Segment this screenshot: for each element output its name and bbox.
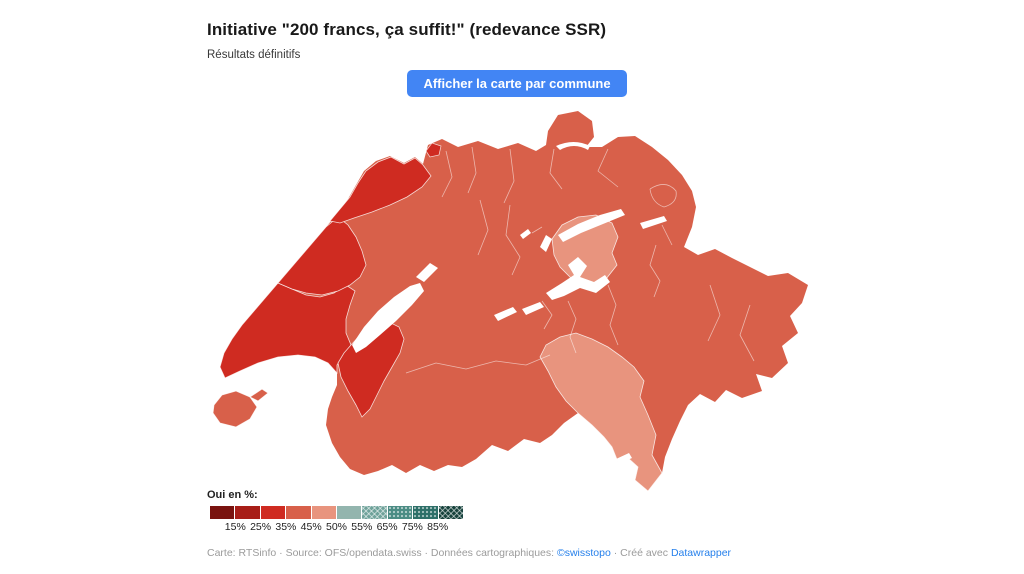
legend-segment (260, 506, 286, 519)
legend-segment (413, 506, 438, 519)
canton-borders (405, 146, 755, 374)
canton-vaud[interactable] (219, 282, 356, 379)
legend-segment (286, 506, 311, 519)
legend-tick-label: 45% (300, 521, 322, 533)
lakes (352, 142, 667, 464)
legend-tick-label: 85% (427, 521, 449, 533)
legend-ticks: 15% 25% 35% 45% 50% 55% 65% 75% 85% (210, 521, 463, 535)
canton-geneve-arm[interactable] (249, 388, 269, 402)
footer-text-2: · Créé avec (610, 547, 671, 559)
legend-segment (387, 506, 413, 519)
legend-segment (235, 506, 260, 519)
legend-segment (210, 506, 235, 519)
canton-neuchatel[interactable] (277, 216, 367, 296)
canton-jura[interactable] (329, 156, 432, 224)
legend-segment (311, 506, 337, 519)
legend-segment (337, 506, 362, 519)
page-title: Initiative "200 francs, ça suffit!" (red… (207, 20, 607, 39)
legend-tick-label: 25% (250, 521, 272, 533)
footer-text: Carte: RTSinfo · Source: OFS/opendata.sw… (207, 547, 557, 559)
attribution-footer: Carte: RTSinfo · Source: OFS/opendata.sw… (207, 547, 731, 559)
swisstopo-link[interactable]: ©swisstopo (556, 547, 611, 559)
canton-bale-ville[interactable] (425, 142, 442, 158)
legend-tick-label: 65% (376, 521, 398, 533)
switzerland-choropleth-map (210, 105, 810, 495)
page-subtitle: Résultats définitifs (207, 49, 301, 61)
legend-tick-label: 35% (275, 521, 297, 533)
legend-tick-label: 15% (224, 521, 246, 533)
legend-tick-label: 50% (325, 521, 348, 533)
legend-segment (362, 506, 387, 519)
legend-tick-label: 75% (401, 521, 423, 533)
datawrapper-link[interactable]: Datawrapper (670, 547, 732, 559)
legend-bar (210, 506, 464, 519)
canton-geneve[interactable] (212, 390, 258, 428)
legend-segment (438, 506, 464, 519)
legend-title: Oui en %: (207, 489, 258, 501)
show-commune-map-button[interactable]: Afficher la carte par commune (407, 70, 627, 97)
legend-tick-label: 55% (351, 521, 373, 533)
